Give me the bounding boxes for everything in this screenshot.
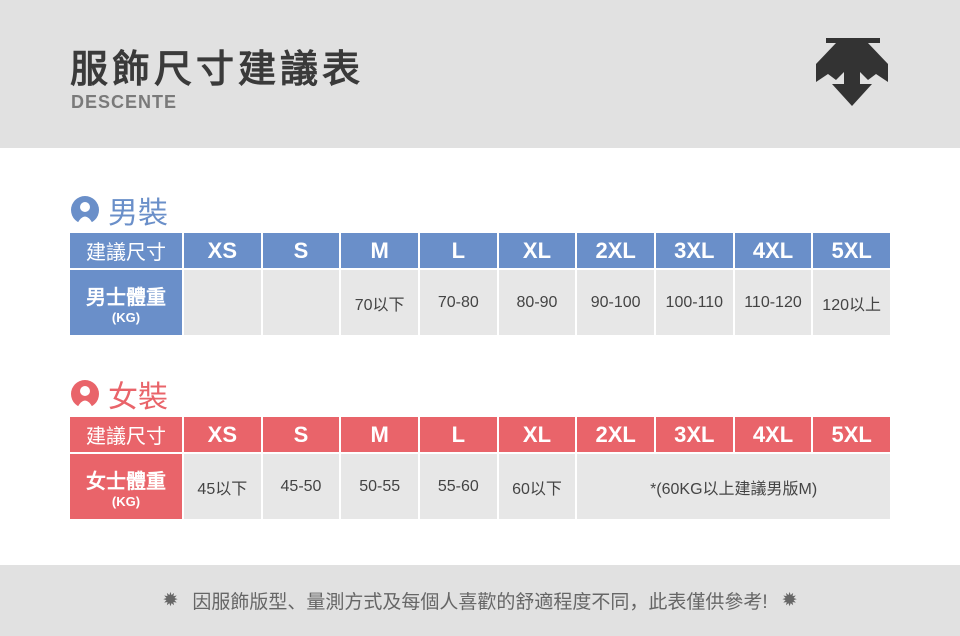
- weight-cell: 45-50: [262, 454, 340, 519]
- size-header: 2XL: [577, 417, 654, 452]
- weight-cell: 55-60: [419, 454, 497, 519]
- weight-cell: [184, 270, 261, 335]
- footer-disclaimer: 因服飾版型、量測方式及每個人喜歡的舒適程度不同，此表僅供參考!: [192, 592, 768, 613]
- weight-label: 男士體重 (KG): [70, 270, 182, 335]
- descente-logo-icon: [816, 38, 888, 106]
- size-header: XS: [184, 417, 261, 452]
- women-section-title: 女裝: [70, 372, 168, 416]
- weight-cell: 45以下: [184, 454, 261, 519]
- size-header: XL: [498, 233, 576, 268]
- weight-cell: 120以上: [813, 270, 890, 335]
- footer-band: ✹ 因服飾版型、量測方式及每個人喜歡的舒適程度不同，此表僅供參考! ✹: [0, 565, 960, 636]
- weight-cell: [262, 270, 340, 335]
- size-label: 建議尺寸: [70, 233, 182, 268]
- header-band: 服飾尺寸建議表 DESCENTE: [0, 0, 960, 148]
- star-icon: ✹: [781, 590, 798, 611]
- weight-cell: 70以下: [341, 270, 418, 335]
- weight-cell: 60以下: [498, 454, 576, 519]
- size-header: S: [262, 233, 340, 268]
- weight-cell: 70-80: [419, 270, 497, 335]
- person-icon: [71, 380, 99, 408]
- brand-name: DESCENTE: [71, 92, 178, 112]
- women-title: 女裝: [108, 381, 168, 414]
- size-header: 5XL: [813, 233, 890, 268]
- size-header: M: [341, 417, 418, 452]
- size-header: 4XL: [734, 233, 812, 268]
- size-label: 建議尺寸: [70, 417, 182, 452]
- weight-cell: 90-100: [577, 270, 654, 335]
- weight-cell: 50-55: [341, 454, 418, 519]
- size-header: 5XL: [813, 417, 890, 452]
- size-header: S: [262, 417, 340, 452]
- size-header: 2XL: [577, 233, 654, 268]
- women-note-cell: *(60KG以上建議男版M): [577, 454, 890, 519]
- person-icon: [71, 196, 99, 224]
- size-header: M: [341, 233, 418, 268]
- star-icon: ✹: [162, 590, 179, 611]
- weight-label-text: 女士體重: [86, 470, 166, 493]
- men-section-title: 男裝: [70, 188, 168, 232]
- unit-label: (KG): [111, 493, 141, 509]
- weight-cell: 110-120: [734, 270, 812, 335]
- size-header: XL: [498, 417, 576, 452]
- size-header: 3XL: [655, 233, 733, 268]
- size-header: L: [419, 417, 497, 452]
- unit-label: (KG): [111, 309, 141, 325]
- women-size-table: 建議尺寸 XS S M L XL 2XL 3XL 4XL 5XL 女士體重 (KG…: [70, 417, 890, 519]
- weight-cell: 100-110: [655, 270, 733, 335]
- weight-label-text: 男士體重: [86, 286, 166, 309]
- weight-label: 女士體重 (KG): [70, 454, 182, 519]
- size-header: 3XL: [655, 417, 733, 452]
- size-header: XS: [184, 233, 261, 268]
- weight-cell: 80-90: [498, 270, 576, 335]
- size-header: 4XL: [734, 417, 812, 452]
- page-title: 服飾尺寸建議表: [70, 49, 365, 91]
- men-size-table: 建議尺寸 XS S M L XL 2XL 3XL 4XL 5XL 男士體重 (KG…: [70, 233, 890, 335]
- men-title: 男裝: [108, 197, 168, 230]
- size-header: L: [419, 233, 497, 268]
